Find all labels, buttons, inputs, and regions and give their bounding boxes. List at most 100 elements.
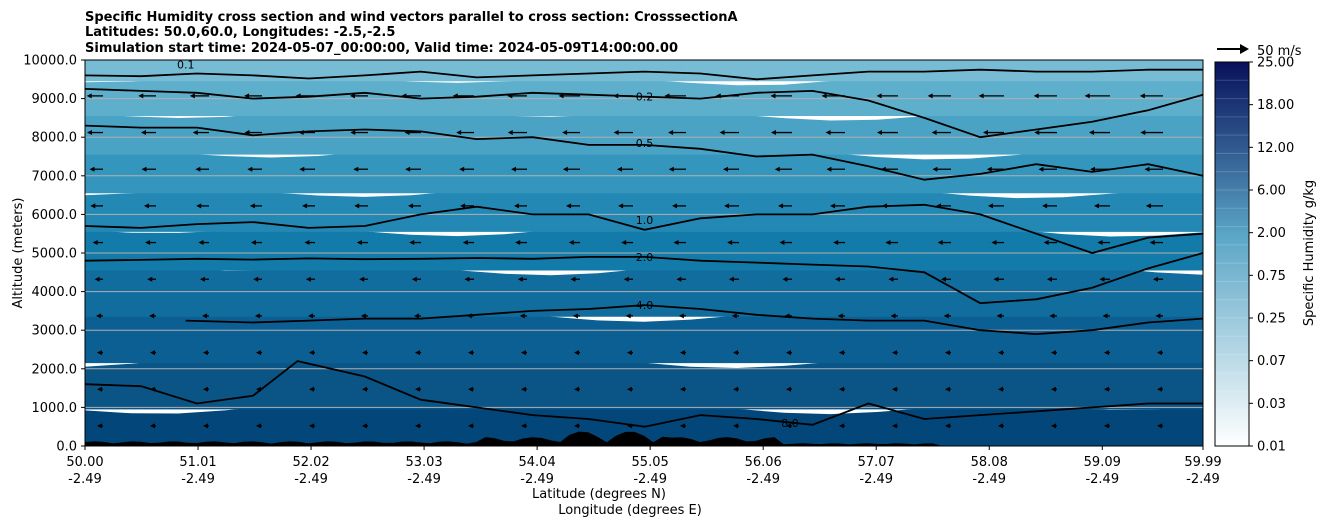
wind-vector <box>409 240 421 246</box>
wind-vector <box>731 313 739 319</box>
colorbar-tick-label: 25.00 <box>1257 56 1294 71</box>
wind-vector-head-icon <box>936 203 942 209</box>
wind-vector <box>782 276 792 282</box>
wind-vector-head-icon <box>86 93 92 99</box>
wind-vector <box>1104 386 1110 392</box>
wind-vector <box>196 203 209 209</box>
wind-vector-head-icon <box>517 276 523 282</box>
wind-vector <box>1093 203 1110 209</box>
wind-vector <box>1051 386 1057 392</box>
wind-vector-head-icon <box>309 423 314 429</box>
wind-vector <box>298 130 315 136</box>
wind-vector-head-icon <box>786 386 791 392</box>
quiver-key: 50 m/s <box>1217 44 1302 59</box>
wind-vector <box>778 203 792 209</box>
wind-vector-head-icon <box>733 350 738 356</box>
wind-vector-head-icon <box>141 166 147 172</box>
wind-vector <box>1157 423 1163 429</box>
wind-vector-head-icon <box>249 203 255 209</box>
wind-vector-head-icon <box>779 240 785 246</box>
wind-vector <box>415 386 421 392</box>
wind-vector <box>97 386 103 392</box>
wind-vector-head-icon <box>625 313 631 319</box>
wind-vector <box>511 166 527 172</box>
wind-vector <box>468 350 474 356</box>
wind-vector-head-icon <box>937 240 943 246</box>
wind-vector-head-icon <box>521 423 526 429</box>
wind-vector <box>94 276 103 282</box>
wind-vector <box>411 276 421 282</box>
humidity-band <box>85 354 1203 410</box>
wind-vector <box>521 423 527 429</box>
wind-vector <box>1140 130 1163 136</box>
wind-vector <box>147 276 156 282</box>
wind-vector <box>96 313 103 319</box>
wind-vector-head-icon <box>203 423 208 429</box>
contour-line <box>185 304 1203 336</box>
wind-vector-head-icon <box>462 240 468 246</box>
contour-line <box>85 124 1203 181</box>
colorbar-tick-label: 2.00 <box>1257 226 1286 241</box>
wind-vector <box>627 423 633 429</box>
wind-vector <box>195 166 209 172</box>
wind-vector <box>770 130 792 136</box>
wind-vector <box>837 313 845 319</box>
wind-vector-head-icon <box>673 240 679 246</box>
wind-vector <box>86 130 103 136</box>
wind-vector-head-icon <box>613 93 619 99</box>
wind-vector-head-icon <box>826 166 832 172</box>
wind-vector-head-icon <box>149 313 155 319</box>
quiver-key-label: 50 m/s <box>1257 44 1302 59</box>
wind-vector-head-icon <box>727 240 733 246</box>
wind-vector-head-icon <box>298 130 304 136</box>
wind-vector-head-icon <box>362 386 367 392</box>
wind-vector <box>672 203 686 209</box>
x-tick-label-lat: 55.05 <box>632 455 669 470</box>
wind-vector-head-icon <box>401 93 407 99</box>
wind-vector-head-icon <box>360 313 366 319</box>
wind-vector <box>668 166 686 172</box>
wind-vector <box>664 93 686 99</box>
x-tick-label-lat: 51.01 <box>179 455 216 470</box>
wind-vector-head-icon <box>468 386 473 392</box>
wind-vector-head-icon <box>304 240 310 246</box>
wind-vector-head-icon <box>1089 166 1095 172</box>
wind-vector <box>1043 240 1057 246</box>
x-tick-label-lon: -2.49 <box>633 472 667 487</box>
wind-vector <box>574 423 580 429</box>
x-tick-label-lon: -2.49 <box>859 472 893 487</box>
x-tick-label-lat: 57.07 <box>858 455 895 470</box>
wind-vector <box>890 313 898 319</box>
wind-vector-head-icon <box>415 423 420 429</box>
wind-vector <box>1084 93 1110 99</box>
wind-vector-head-icon <box>839 350 844 356</box>
wind-vector-head-icon <box>199 276 205 282</box>
wind-vector <box>774 166 792 172</box>
wind-vector-head-icon <box>92 240 98 246</box>
contour-label: 8.0 <box>781 417 799 430</box>
wind-vector <box>998 423 1004 429</box>
wind-vector-head-icon <box>1046 276 1052 282</box>
wind-vector-head-icon <box>833 240 839 246</box>
wind-vector-head-icon <box>302 203 308 209</box>
wind-vector <box>998 350 1004 356</box>
wind-vector <box>1157 386 1163 392</box>
humidity-band <box>85 146 1203 194</box>
wind-vector-head-icon <box>558 93 564 99</box>
y-tick-label: 0.0 <box>56 440 77 455</box>
wind-vector-head-icon <box>405 166 411 172</box>
wind-vector-head-icon <box>680 350 685 356</box>
wind-vector <box>1104 350 1110 356</box>
wind-vector-head-icon <box>1051 350 1056 356</box>
wind-vector-head-icon <box>1157 423 1162 429</box>
humidity-band <box>85 60 1203 82</box>
chart-title: Specific Humidity cross section and wind… <box>85 10 738 25</box>
wind-vector <box>940 276 951 282</box>
wind-vector-head-icon <box>350 130 356 136</box>
wind-vector <box>309 350 315 356</box>
wind-vector <box>574 386 580 392</box>
wind-vector-head-icon <box>613 130 619 136</box>
wind-vector <box>513 203 527 209</box>
wind-vector-head-icon <box>150 423 155 429</box>
